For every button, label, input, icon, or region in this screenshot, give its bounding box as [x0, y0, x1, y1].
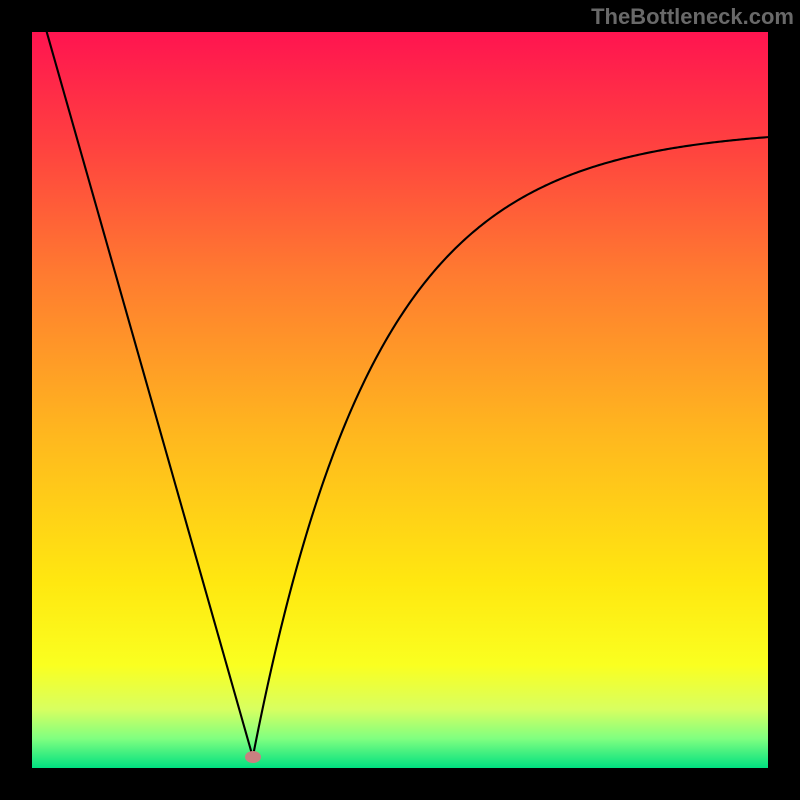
- bottleneck-curve: [32, 32, 768, 768]
- plot-area: [32, 32, 768, 768]
- chart-container: TheBottleneck.com: [0, 0, 800, 800]
- watermark-text: TheBottleneck.com: [591, 4, 794, 30]
- optimum-marker: [245, 751, 261, 763]
